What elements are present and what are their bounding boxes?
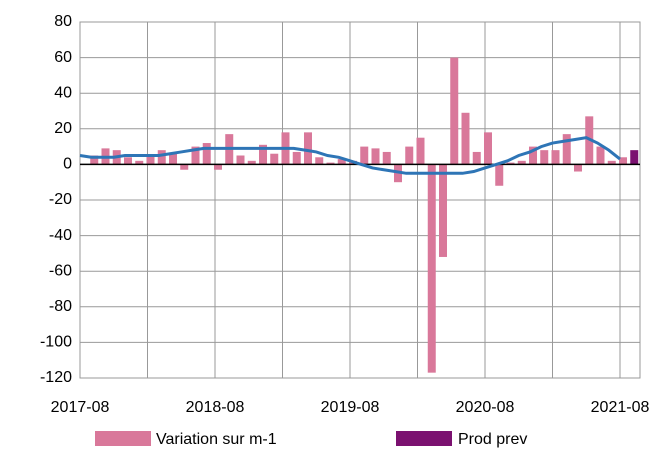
bar — [124, 157, 132, 165]
bar — [619, 157, 627, 165]
bar — [371, 148, 380, 165]
x-tick-label: 2020-08 — [456, 399, 515, 416]
bar — [630, 150, 639, 165]
y-tick-label: -20 — [49, 191, 72, 208]
y-tick-label: 0 — [63, 156, 72, 173]
bar — [337, 159, 346, 165]
legend-swatch — [396, 431, 452, 446]
y-tick-label: -40 — [49, 227, 72, 244]
bar — [247, 160, 256, 165]
bar — [517, 160, 526, 165]
y-tick-label: -60 — [49, 262, 72, 279]
x-tick-label: 2017-08 — [51, 399, 110, 416]
bar — [416, 137, 425, 165]
bar — [551, 150, 560, 165]
bar — [135, 160, 144, 165]
bar — [360, 146, 369, 165]
bar — [157, 150, 166, 165]
x-tick-label: 2019-08 — [321, 399, 380, 416]
bar — [405, 146, 414, 165]
y-tick-label: 40 — [54, 84, 72, 101]
legend-swatch — [95, 431, 151, 446]
x-tick-label: 2021-08 — [591, 399, 650, 416]
bar — [270, 153, 279, 165]
bar — [427, 164, 436, 373]
bar — [202, 143, 211, 165]
bar — [259, 144, 267, 165]
y-tick-label: 80 — [54, 13, 72, 30]
bar — [472, 151, 481, 165]
bar — [382, 151, 391, 165]
bar — [326, 162, 335, 165]
bar — [180, 164, 189, 170]
legend-label: Prod prev — [458, 431, 527, 448]
bar — [484, 132, 492, 165]
bar — [315, 157, 324, 165]
bar — [90, 155, 99, 165]
bar — [169, 153, 177, 165]
trend-line — [79, 136, 621, 175]
bar — [439, 164, 447, 257]
bar — [607, 160, 616, 165]
bar — [450, 57, 459, 165]
x-tick-label: 2018-08 — [186, 399, 245, 416]
bar — [495, 164, 504, 186]
bar — [529, 146, 537, 165]
bar — [461, 112, 470, 165]
bar — [214, 164, 222, 170]
legend-label: Variation sur m-1 — [156, 431, 277, 448]
bar — [574, 164, 582, 172]
bar — [146, 155, 155, 165]
bar — [191, 146, 200, 165]
bar — [596, 146, 605, 165]
y-tick-label: -80 — [49, 298, 72, 315]
bar — [540, 150, 549, 165]
y-tick-label: -120 — [40, 369, 72, 386]
y-tick-label: -100 — [40, 334, 72, 351]
bar — [236, 155, 245, 165]
y-tick-label: 60 — [54, 49, 72, 66]
bar — [562, 134, 571, 165]
bar — [506, 162, 515, 165]
bar — [304, 132, 312, 165]
bar — [292, 151, 301, 165]
y-tick-label: 20 — [54, 120, 72, 137]
